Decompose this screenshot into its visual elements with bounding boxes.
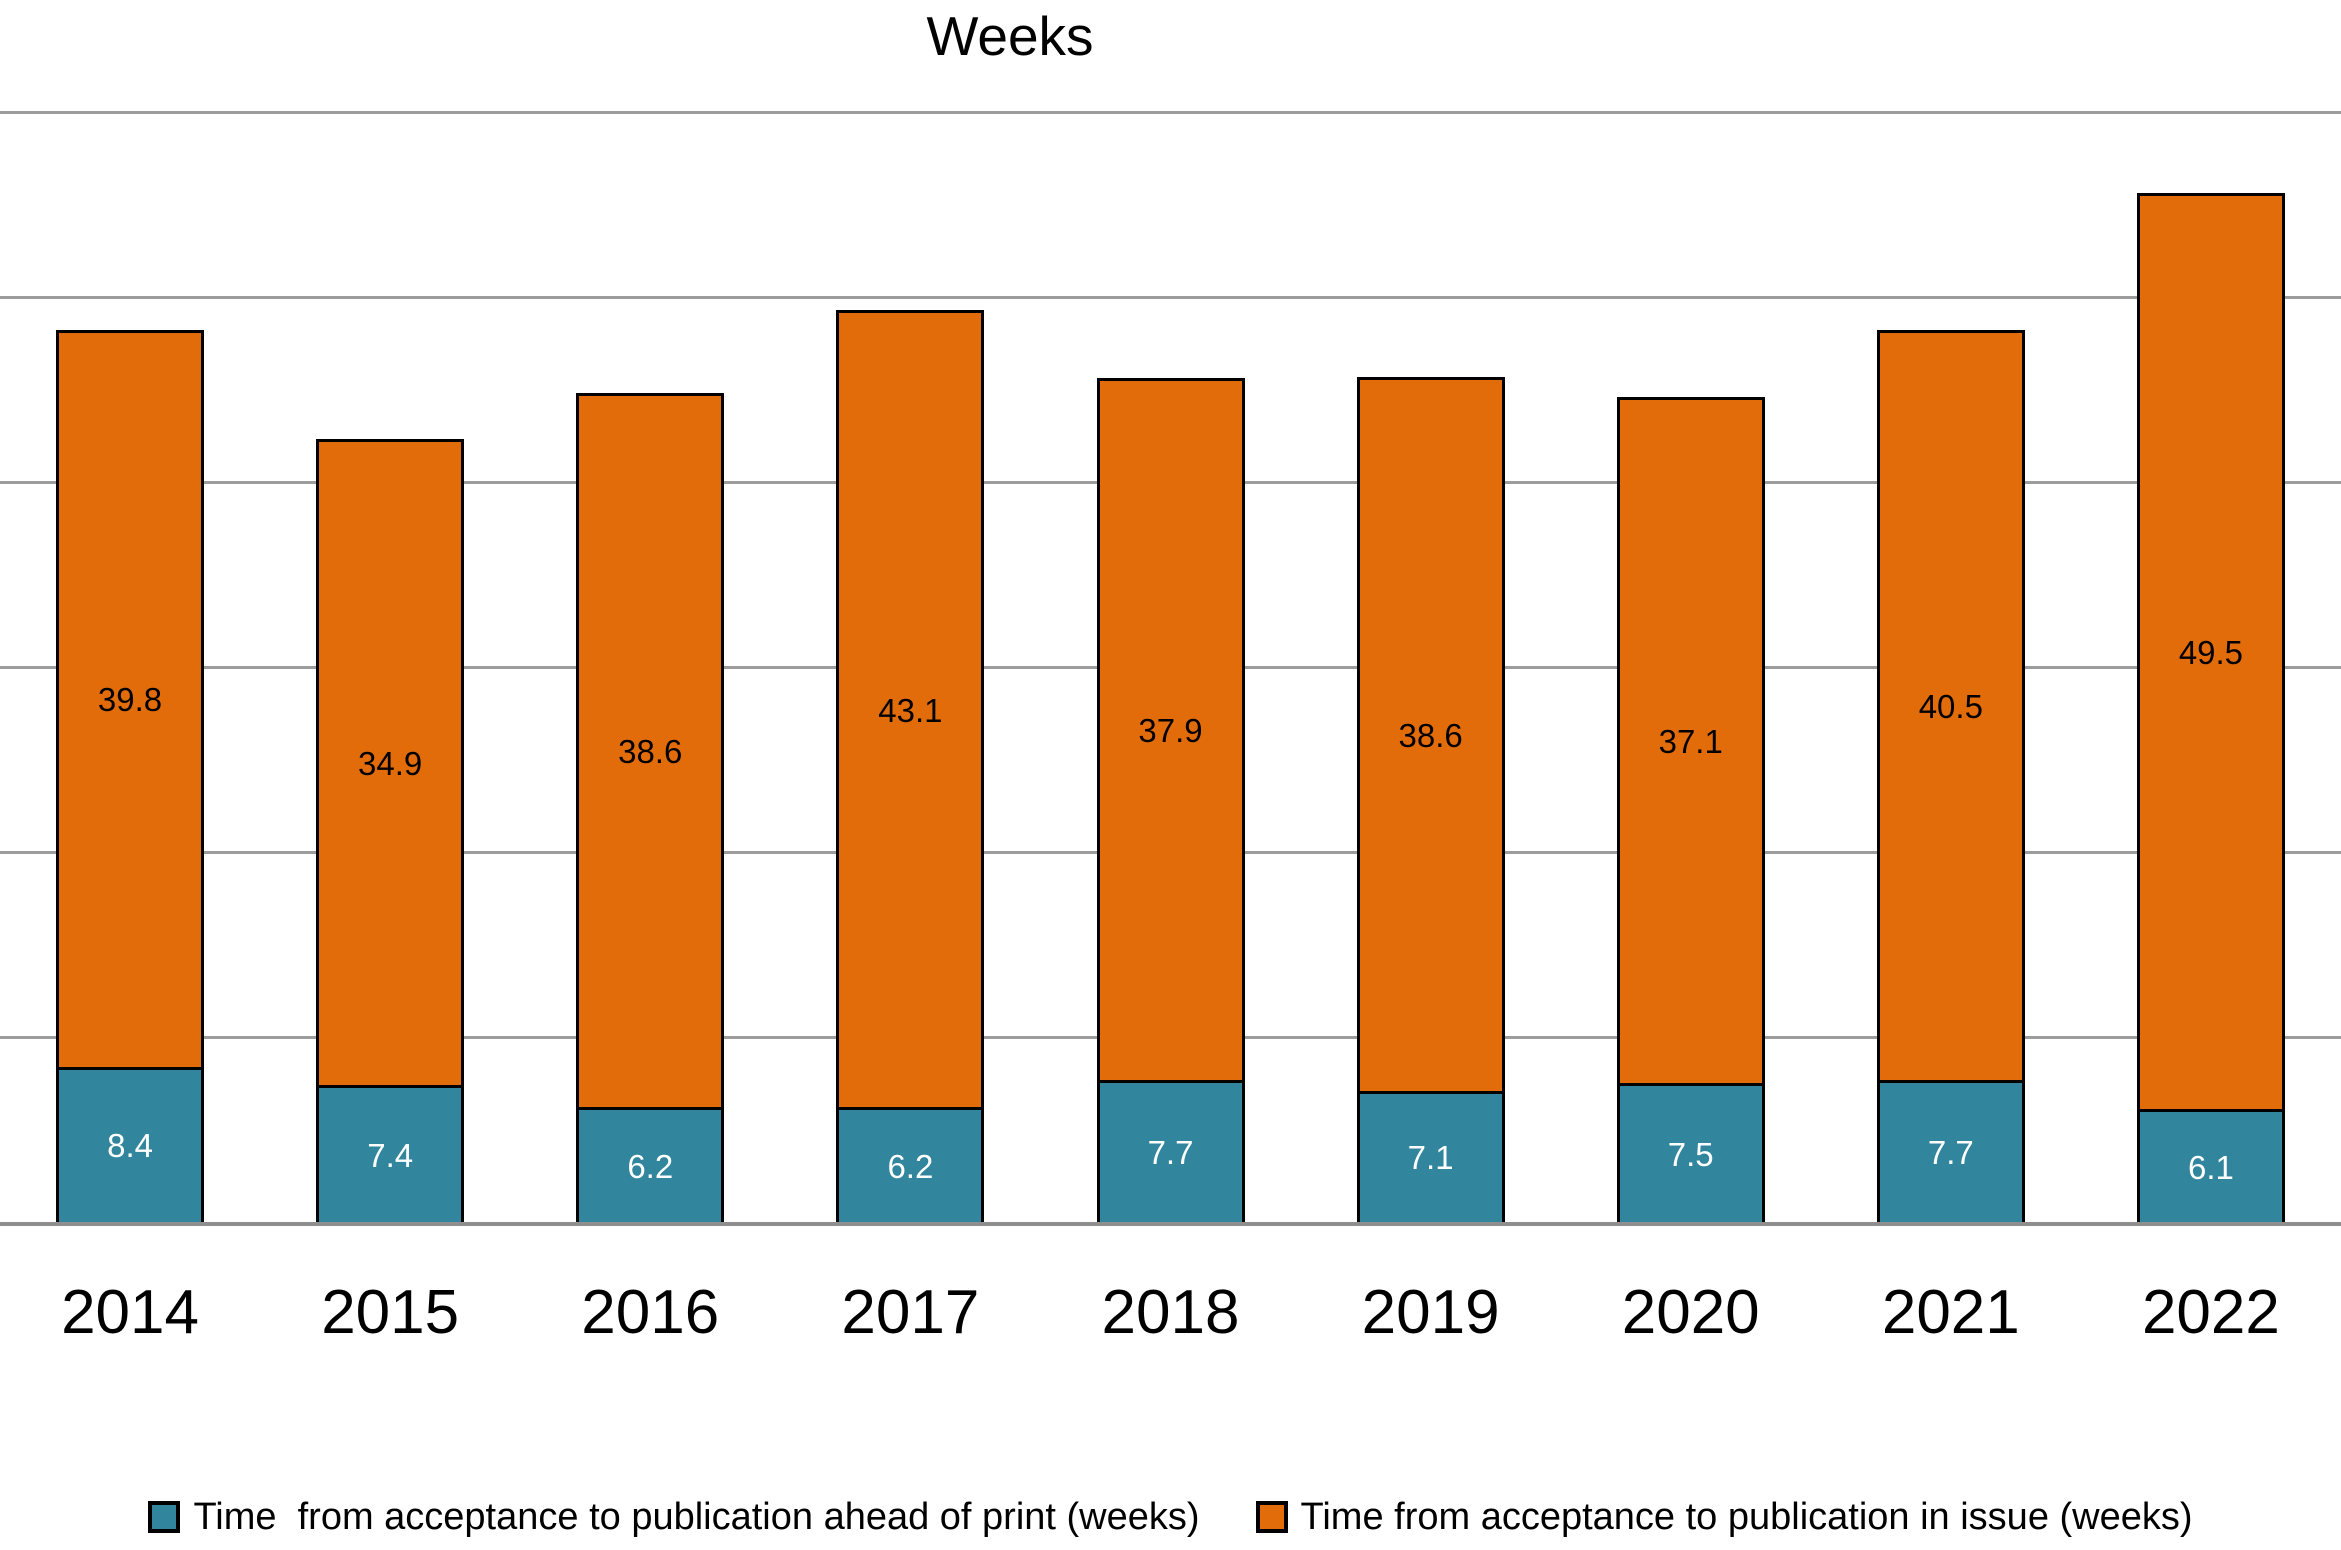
- legend-item-ahead-of-print: Time from acceptance to publication ahea…: [148, 1496, 1200, 1538]
- data-label: 37.1: [1658, 723, 1723, 761]
- bar-segment-2018-s1: 37.9: [1096, 378, 1245, 1080]
- x-axis-label-2018: 2018: [1101, 1278, 1240, 1347]
- chart-title: Weeks: [926, 5, 1094, 67]
- data-label: 7.7: [1147, 1133, 1194, 1171]
- gridline: [0, 110, 2341, 114]
- bar-segment-2014-s1: 39.8: [56, 330, 205, 1067]
- legend-swatch-ahead-of-print: [148, 1501, 181, 1533]
- x-axis-label-2022: 2022: [2141, 1278, 2280, 1347]
- bar-segment-2022-s1: 49.5: [2136, 193, 2285, 1110]
- bar-segment-2016-s1: 38.6: [576, 393, 725, 1108]
- bar-segment-2020-s1: 37.1: [1616, 396, 1765, 1084]
- bar-segment-2015-s0: 7.4: [316, 1085, 465, 1222]
- legend: Time from acceptance to publication ahea…: [0, 1498, 2341, 1536]
- bar-segment-2015-s1: 34.9: [316, 439, 465, 1086]
- data-label: 38.6: [618, 733, 683, 771]
- bar-segment-2022-s0: 6.1: [2136, 1109, 2285, 1222]
- legend-swatch-in-issue: [1255, 1501, 1288, 1533]
- x-axis-label-2021: 2021: [1881, 1278, 2020, 1347]
- x-axis-label-2014: 2014: [61, 1278, 200, 1347]
- data-label: 39.8: [97, 681, 163, 719]
- x-axis-label-2016: 2016: [581, 1278, 720, 1347]
- bar-segment-2020-s0: 7.5: [1616, 1083, 1765, 1222]
- legend-item-in-issue: Time from acceptance to publication in i…: [1255, 1496, 2193, 1538]
- legend-label-in-issue: Time from acceptance to publication in i…: [1300, 1496, 2193, 1538]
- data-label: 6.1: [2188, 1148, 2234, 1186]
- bar-segment-2017-s1: 43.1: [836, 309, 985, 1108]
- bar-segment-2021-s0: 7.7: [1876, 1079, 2025, 1222]
- data-label: 7.4: [367, 1136, 414, 1174]
- data-label: 37.9: [1138, 711, 1203, 749]
- x-axis-label-2017: 2017: [841, 1278, 980, 1347]
- bar-segment-2014-s0: 8.4: [56, 1066, 205, 1222]
- bar-segment-2021-s1: 40.5: [1876, 330, 2025, 1080]
- bar-segment-2017-s0: 6.2: [836, 1107, 985, 1222]
- bar-segment-2018-s0: 7.7: [1096, 1079, 1245, 1222]
- data-label: 34.9: [358, 745, 423, 783]
- legend-label-ahead-of-print: Time from acceptance to publication ahea…: [193, 1496, 1200, 1538]
- data-label: 38.6: [1398, 716, 1463, 754]
- x-axis-label-2020: 2020: [1621, 1278, 1760, 1347]
- bar-segment-2016-s0: 6.2: [576, 1107, 725, 1222]
- x-axis-line: [0, 1222, 2341, 1226]
- x-axis: 2014 2015 2016 2017 2018 2019 2020 2021 2022: [0, 1282, 2341, 1352]
- data-label: 8.4: [107, 1127, 153, 1165]
- bar-segment-2019-s0: 7.1: [1356, 1090, 1505, 1222]
- data-label: 6.2: [627, 1147, 674, 1185]
- data-label: 49.5: [2178, 634, 2244, 672]
- data-label: 7.1: [1407, 1139, 1454, 1177]
- data-label: 7.7: [1927, 1133, 1974, 1171]
- plot-area: 8.4 39.8 7.4 34.9 6.2 38.6 6.2 43.1 7.7 37.9 7.1 38…: [0, 110, 2341, 1226]
- x-axis-label-2019: 2019: [1361, 1278, 1500, 1347]
- data-label: 6.2: [887, 1147, 934, 1185]
- bar-segment-2019-s1: 38.6: [1356, 376, 1505, 1091]
- x-axis-label-2015: 2015: [321, 1278, 460, 1347]
- data-label: 40.5: [1918, 687, 1983, 725]
- gridline: [0, 295, 2341, 299]
- data-label: 43.1: [878, 691, 943, 729]
- data-label: 7.5: [1667, 1135, 1714, 1173]
